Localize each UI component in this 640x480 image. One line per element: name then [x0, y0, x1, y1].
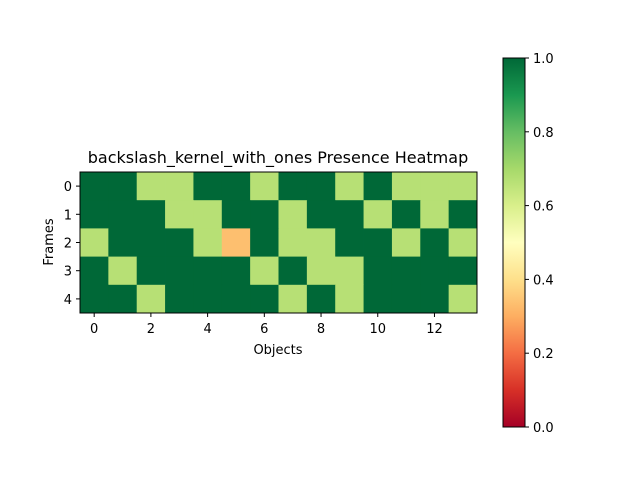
heatmap-cell	[278, 284, 308, 314]
heatmap-cell	[221, 172, 251, 201]
heatmap-cell	[221, 200, 251, 229]
heatmap-cell	[278, 172, 308, 201]
heatmap-cell	[193, 200, 223, 229]
heatmap-cell	[136, 200, 166, 229]
colorbar-tick-label: 1.0	[533, 52, 554, 67]
heatmap-cell	[165, 284, 194, 314]
y-axis-ticks: 0 1 2 3 4	[64, 180, 80, 308]
heatmap-cell	[335, 172, 364, 201]
heatmap-cell	[363, 200, 393, 229]
heatmap-cell	[448, 200, 478, 229]
x-tick-label: 10	[369, 322, 386, 337]
colorbar-tick-label: 0.0	[533, 421, 554, 436]
heatmap-cell	[335, 228, 364, 257]
heatmap-cell	[80, 284, 109, 314]
heatmap-cell	[420, 256, 450, 286]
heatmap-cell	[391, 172, 421, 201]
heatmap-cell	[193, 228, 223, 257]
heatmap-cell	[165, 228, 194, 257]
heatmap-cell	[165, 200, 194, 229]
heatmap-cell	[193, 284, 223, 314]
heatmap-cell	[278, 228, 308, 257]
colorbar	[502, 57, 526, 428]
heatmap-cell	[306, 200, 336, 229]
heatmap-cell	[250, 228, 279, 257]
heatmap-cell	[250, 256, 279, 286]
colorbar-tick-label: 0.8	[533, 126, 554, 141]
x-tick-label: 4	[203, 322, 211, 337]
heatmap-cell	[165, 256, 194, 286]
heatmap-cell	[363, 284, 393, 314]
heatmap-cell	[420, 200, 450, 229]
y-tick-label: 3	[64, 265, 72, 280]
heatmap-cell	[165, 172, 194, 201]
colorbar-tick-label: 0.6	[533, 200, 554, 215]
heatmap-cell	[278, 200, 308, 229]
heatmap-cell	[306, 228, 336, 257]
x-axis-ticks: 0 2 4 6 8 10 12	[90, 313, 443, 337]
y-tick-label: 0	[64, 180, 72, 195]
colorbar-tick-label: 0.2	[533, 347, 554, 362]
heatmap-cell	[335, 256, 364, 286]
x-tick-label: 8	[317, 322, 325, 337]
heatmap-cell	[136, 284, 166, 314]
x-tick-label: 6	[260, 322, 268, 337]
heatmap-cell	[448, 256, 478, 286]
heatmap-cell	[221, 256, 251, 286]
heatmap-cell	[136, 256, 166, 286]
heatmap-cell	[448, 284, 478, 314]
heatmap-cell	[391, 228, 421, 257]
heatmap-cell	[108, 200, 138, 229]
heatmap-cell	[136, 228, 166, 257]
heatmap-cells	[80, 172, 478, 314]
heatmap-cell	[80, 172, 109, 201]
heatmap-cell	[221, 228, 251, 257]
chart-title: backslash_kernel_with_ones Presence Heat…	[88, 148, 468, 168]
heatmap-cell	[448, 172, 478, 201]
heatmap-cell	[448, 228, 478, 257]
heatmap-cell	[108, 284, 138, 314]
x-tick-label: 0	[90, 322, 98, 337]
heatmap-cell	[363, 172, 393, 201]
heatmap-cell	[420, 172, 450, 201]
heatmap-cell	[306, 284, 336, 314]
heatmap-cell	[250, 172, 279, 201]
heatmap-cell	[306, 256, 336, 286]
heatmap-cell	[391, 256, 421, 286]
heatmap-cell	[278, 256, 308, 286]
heatmap-cell	[250, 284, 279, 314]
heatmap-cell	[108, 256, 138, 286]
heatmap-cell	[80, 256, 109, 286]
heatmap-cell	[108, 228, 138, 257]
heatmap-cell	[391, 284, 421, 314]
heatmap-cell	[221, 284, 251, 314]
heatmap-cell	[420, 228, 450, 257]
heatmap-cell	[250, 200, 279, 229]
y-tick-label: 1	[64, 208, 72, 223]
colorbar-tick-label: 0.4	[533, 273, 554, 288]
colorbar-ticks: 0.0 0.2 0.4 0.6 0.8 1.0	[525, 52, 554, 436]
heatmap-cell	[80, 228, 109, 257]
heatmap-cell	[108, 172, 138, 201]
x-tick-label: 12	[426, 322, 443, 337]
heatmap-cell	[193, 256, 223, 286]
heatmap-cell	[306, 172, 336, 201]
y-tick-label: 2	[64, 237, 72, 252]
heatmap-cell	[363, 256, 393, 286]
heatmap-cell	[335, 200, 364, 229]
y-axis-label: Frames	[42, 218, 57, 266]
heatmap-cell	[391, 200, 421, 229]
heatmap-cell	[363, 228, 393, 257]
heatmap-cell	[420, 284, 450, 314]
heatmap-cell	[335, 284, 364, 314]
heatmap-cell	[136, 172, 166, 201]
heatmap-cell	[193, 172, 223, 201]
y-tick-label: 4	[64, 293, 72, 308]
x-tick-label: 2	[147, 322, 155, 337]
heatmap-cell	[80, 200, 109, 229]
x-axis-label: Objects	[253, 343, 302, 358]
